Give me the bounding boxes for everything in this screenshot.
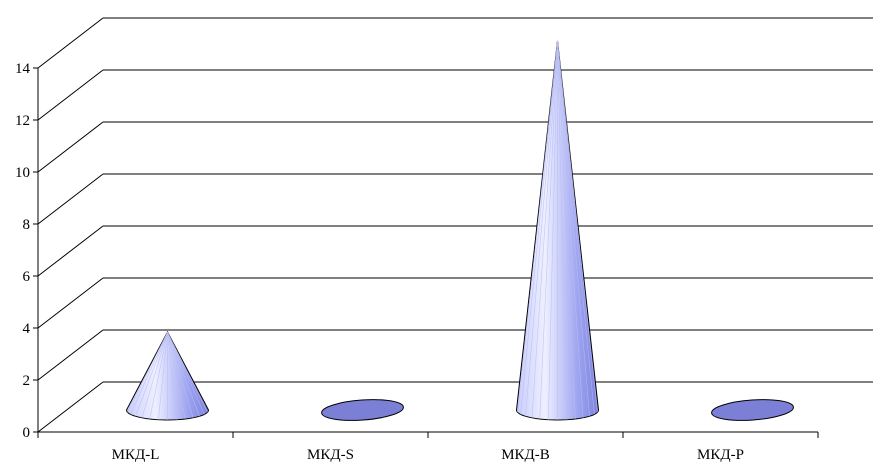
cone-facet	[167, 331, 208, 413]
cone-facet	[557, 40, 590, 417]
cone-flat-disc	[321, 399, 404, 421]
y-tick-label: 4	[23, 321, 31, 337]
y-tick-label: 8	[23, 217, 31, 233]
x-category-label: МКД-B	[501, 447, 550, 463]
cone-МКД-S	[321, 399, 404, 421]
x-category-label: МКД-L	[112, 447, 160, 463]
y-tick-label: 6	[23, 269, 31, 285]
y-tick-label: 14	[15, 61, 31, 77]
gridlines	[37, 17, 873, 433]
cone-facet	[167, 331, 186, 420]
axis-labels: 0 2 4 6 8 10 12 14 МКД-L МКД-S МКД-B МКД-P	[15, 61, 744, 463]
cone-facet	[557, 40, 595, 415]
gridline-side	[37, 69, 104, 121]
cone-facet	[149, 331, 168, 420]
cone-facet	[167, 331, 205, 415]
y-tick-label: 10	[15, 165, 30, 181]
gridline-side	[37, 17, 104, 69]
cone-facet	[135, 331, 168, 417]
cone-МКД-P	[711, 399, 794, 421]
gridline-side	[37, 381, 104, 433]
cone-facet	[557, 40, 584, 418]
cone-facet	[548, 40, 558, 420]
cone-МКД-B	[515, 40, 600, 421]
cone-facet	[517, 40, 558, 413]
cone-facet	[158, 331, 168, 420]
gridline-side	[37, 277, 104, 329]
cone-facet	[557, 40, 567, 420]
cone-facet	[557, 40, 598, 413]
gridline-side	[37, 329, 104, 381]
cone-facet	[141, 331, 168, 418]
cone-facet	[167, 331, 177, 420]
cone-facet	[167, 331, 194, 418]
cone-facet	[539, 40, 558, 420]
cone-facet	[557, 40, 576, 420]
axes	[33, 67, 819, 438]
cone-facet	[130, 331, 168, 415]
cone-facet	[167, 331, 200, 417]
cone-МКД-L	[125, 330, 210, 421]
cone-facet	[520, 40, 558, 415]
y-tick-label: 0	[23, 425, 31, 441]
cone-flat-disc	[711, 399, 794, 421]
x-category-label: МКД-P	[697, 447, 744, 463]
gridline-side	[37, 121, 104, 173]
x-category-label: МКД-S	[307, 447, 354, 463]
data-marks	[125, 40, 794, 421]
y-tick-label: 2	[23, 373, 31, 389]
cone-facet	[525, 40, 558, 417]
gridline-side	[37, 173, 104, 225]
cone-facet	[531, 40, 558, 418]
gridline-side	[37, 225, 104, 277]
cone-facet	[127, 331, 168, 413]
y-tick-label: 12	[15, 113, 30, 129]
